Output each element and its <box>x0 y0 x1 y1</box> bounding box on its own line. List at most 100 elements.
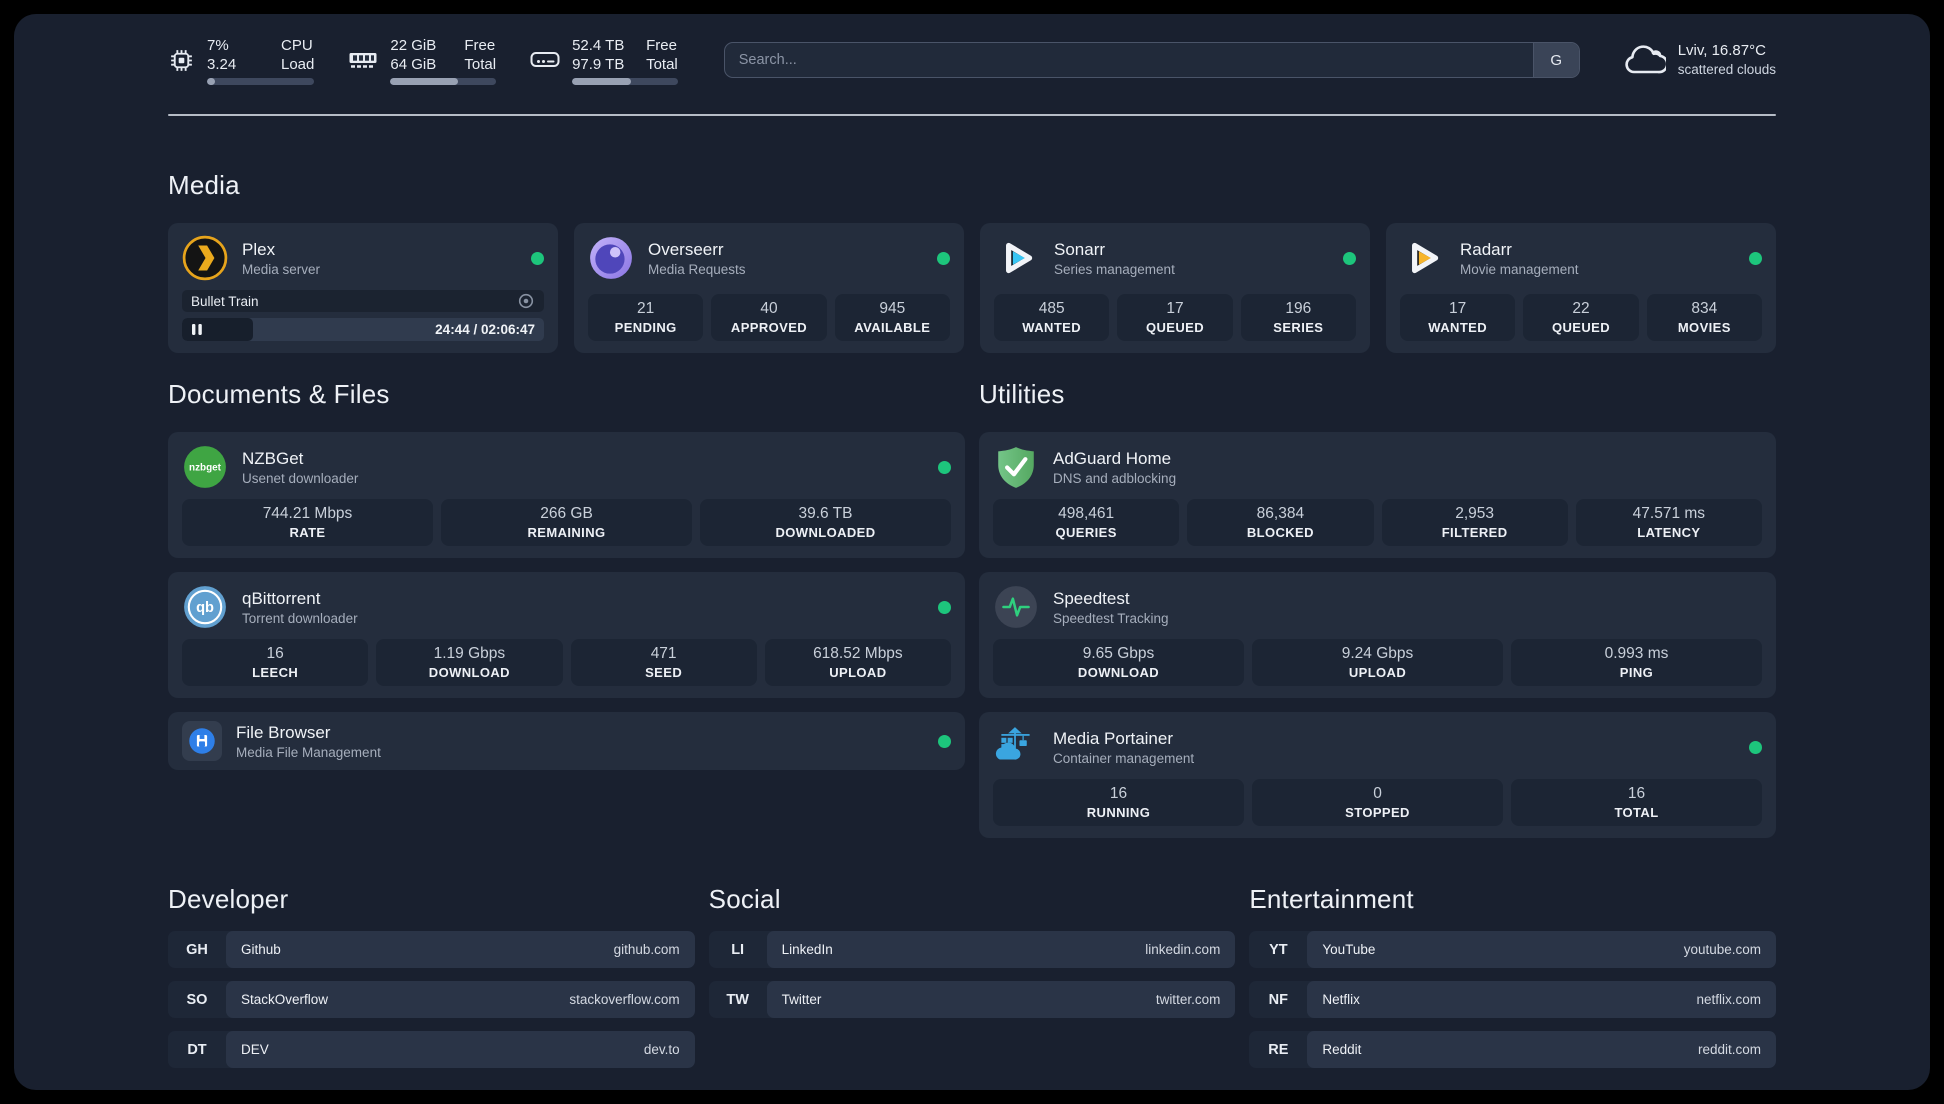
disk-total-value: 97.9 TB <box>572 55 625 73</box>
bookmark-group-developer: Developer GH Github github.com SO StackO… <box>168 884 695 1068</box>
stat-download: 9.65 Gbps DOWNLOAD <box>993 639 1244 686</box>
status-online-dot <box>938 460 951 474</box>
bookmark-name: YouTube <box>1322 942 1376 957</box>
stat-stopped: 0 STOPPED <box>1252 779 1503 826</box>
cpu-progress-bar <box>207 77 315 85</box>
bookmark-url: github.com <box>613 942 680 957</box>
media-grid: Plex Media server Bullet Train <box>168 223 1776 353</box>
ram-total-value: 64 GiB <box>390 55 437 73</box>
bookmark-youtube[interactable]: YT YouTube youtube.com <box>1249 931 1776 968</box>
weather-widget: Lviv, 16.87°C scattered clouds <box>1622 41 1776 79</box>
bookmark-name: LinkedIn <box>781 942 833 957</box>
stat-total: 16 TOTAL <box>1511 779 1762 826</box>
app-card-overseerr[interactable]: Overseerr Media Requests 21 PENDING 40 A… <box>574 223 964 353</box>
app-description: Series management <box>1054 261 1175 277</box>
playback-progress-bar[interactable]: 24:44 / 02:06:47 <box>182 318 544 341</box>
bookmark-url: twitter.com <box>1155 992 1221 1007</box>
app-card-speedtest[interactable]: Speedtest Speedtest Tracking 9.65 Gbps D… <box>979 572 1776 698</box>
disk-icon <box>530 52 560 67</box>
cpu-icon <box>171 49 192 71</box>
app-card-portainer[interactable]: Media Portainer Container management 16 … <box>979 712 1776 838</box>
section-title-entertainment: Entertainment <box>1249 884 1414 914</box>
app-name: AdGuard Home <box>1053 448 1172 468</box>
app-card-sonarr[interactable]: Sonarr Series management 485 WANTED 17 Q… <box>980 223 1370 353</box>
bookmark-url: reddit.com <box>1697 1042 1761 1057</box>
bookmark-url: netflix.com <box>1696 992 1761 1007</box>
session-settings-icon[interactable] <box>517 292 535 310</box>
now-playing-row: Bullet Train <box>182 290 544 313</box>
adguard-icon <box>998 447 1034 488</box>
stat-queued: 22 QUEUED <box>1523 294 1639 341</box>
ram-stat: 22 GiB 64 GiB Free Total <box>348 36 497 85</box>
plex-icon <box>182 235 228 281</box>
bookmark-name: Twitter <box>781 992 822 1007</box>
cpu-load-label: Load <box>281 55 315 73</box>
bookmark-abbr: RE <box>1268 1041 1289 1058</box>
nzbget-icon: nzbget <box>184 446 226 488</box>
app-card-plex[interactable]: Plex Media server Bullet Train <box>168 223 558 353</box>
header-divider <box>168 114 1776 116</box>
stat-latency: 47.571 ms LATENCY <box>1575 499 1762 546</box>
bookmark-linkedin[interactable]: LI LinkedIn linkedin.com <box>708 931 1236 968</box>
status-online-dot <box>938 734 951 748</box>
bookmark-group-social: Social LI LinkedIn linkedin.com TW Twitt… <box>708 884 1236 1018</box>
bookmark-abbr: YT <box>1269 941 1288 958</box>
portainer-icon <box>995 727 1030 760</box>
stat-wanted: 17 WANTED <box>1400 294 1516 341</box>
search-engine-button[interactable]: G <box>1532 43 1579 77</box>
app-card-adguard[interactable]: AdGuard Home DNS and adblocking 498,461 … <box>979 432 1776 558</box>
app-description: Speedtest Tracking <box>1053 610 1169 626</box>
bookmark-dev[interactable]: DT DEV dev.to <box>168 1031 695 1068</box>
app-card-filebrowser[interactable]: File Browser Media File Management <box>168 712 965 770</box>
bookmark-name: Github <box>241 942 281 957</box>
stat-rate: 744.21 Mbps RATE <box>182 499 433 546</box>
qbittorrent-icon: qb <box>184 586 226 628</box>
section-title-developer: Developer <box>168 884 289 914</box>
app-name: Media Portainer <box>1053 728 1174 748</box>
app-card-qbittorrent[interactable]: qb qBittorrent Torrent downloader 16 LEE… <box>168 572 965 698</box>
cpu-load-value: 3.24 <box>207 55 237 73</box>
stat-running: 16 RUNNING <box>993 779 1244 826</box>
ram-progress-bar <box>390 77 497 85</box>
app-description: Media server <box>242 261 321 277</box>
app-name: Overseerr <box>648 239 724 259</box>
bookmark-group-entertainment: Entertainment YT YouTube youtube.com NF … <box>1249 884 1776 1068</box>
bookmark-stackoverflow[interactable]: SO StackOverflow stackoverflow.com <box>168 981 695 1018</box>
radarr-icon <box>1412 242 1439 274</box>
app-name: NZBGet <box>242 448 304 468</box>
app-card-nzbget[interactable]: nzbget NZBGet Usenet downloader 744.21 M… <box>168 432 965 558</box>
filebrowser-icon <box>182 721 222 761</box>
bookmark-abbr: SO <box>186 991 208 1008</box>
disk-free-value: 52.4 TB <box>572 36 625 54</box>
bookmark-abbr: TW <box>726 991 749 1008</box>
stat-filtered: 2,953 FILTERED <box>1381 499 1568 546</box>
search-bar: G <box>723 42 1580 78</box>
bookmark-twitter[interactable]: TW Twitter twitter.com <box>708 981 1236 1018</box>
cpu-label: CPU <box>281 36 313 54</box>
bookmark-netflix[interactable]: NF Netflix netflix.com <box>1249 981 1776 1018</box>
stat-remaining: 266 GB REMAINING <box>441 499 692 546</box>
system-stats: 7% 3.24 CPU Load <box>168 36 678 85</box>
bookmark-name: StackOverflow <box>241 992 329 1007</box>
section-title-media: Media <box>168 170 240 200</box>
ram-free-value: 22 GiB <box>390 36 437 54</box>
bookmark-url: linkedin.com <box>1145 942 1221 957</box>
bookmark-abbr: NF <box>1268 991 1288 1008</box>
app-description: Usenet downloader <box>242 470 359 486</box>
stat-available: 945 AVAILABLE <box>834 294 950 341</box>
stat-queued: 17 QUEUED <box>1117 294 1233 341</box>
stat-series: 196 SERIES <box>1240 294 1356 341</box>
app-description: Media File Management <box>236 744 381 760</box>
disk-stat: 52.4 TB 97.9 TB Free Total <box>530 36 678 85</box>
app-description: Container management <box>1053 750 1195 766</box>
stat-download: 1.19 Gbps DOWNLOAD <box>376 639 563 686</box>
stat-upload: 9.24 Gbps UPLOAD <box>1252 639 1503 686</box>
bookmark-github[interactable]: GH Github github.com <box>168 931 695 968</box>
svg-text:nzbget: nzbget <box>189 463 222 474</box>
bookmark-reddit[interactable]: RE Reddit reddit.com <box>1249 1031 1776 1068</box>
section-title-documents: Documents & Files <box>168 379 390 409</box>
app-card-radarr[interactable]: Radarr Movie management 17 WANTED 22 QUE… <box>1386 223 1776 353</box>
app-description: DNS and adblocking <box>1053 470 1177 486</box>
bookmark-abbr: GH <box>186 941 208 958</box>
search-input[interactable] <box>724 43 1533 77</box>
